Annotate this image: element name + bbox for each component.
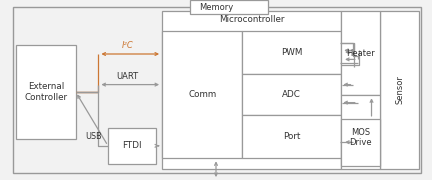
Bar bbox=[242, 115, 341, 158]
Bar bbox=[242, 74, 341, 115]
Bar bbox=[190, 0, 268, 14]
Text: Comm: Comm bbox=[188, 90, 216, 99]
Text: ADC: ADC bbox=[282, 90, 301, 99]
Text: Drive: Drive bbox=[349, 138, 372, 147]
Bar bbox=[162, 31, 242, 158]
Bar bbox=[242, 31, 341, 74]
Text: Memory: Memory bbox=[199, 3, 233, 12]
Text: Sensor: Sensor bbox=[395, 76, 404, 104]
Bar bbox=[341, 95, 380, 169]
Text: PWM: PWM bbox=[281, 48, 302, 57]
Bar bbox=[341, 119, 380, 166]
Bar bbox=[341, 11, 380, 95]
Bar bbox=[380, 11, 419, 169]
Text: UART: UART bbox=[116, 72, 139, 81]
Text: FTDI: FTDI bbox=[122, 141, 142, 150]
Bar bbox=[108, 128, 156, 164]
Text: Heater: Heater bbox=[346, 49, 375, 58]
Bar bbox=[16, 45, 76, 139]
Text: External
Controller: External Controller bbox=[25, 82, 67, 102]
Text: Port: Port bbox=[283, 132, 300, 141]
Text: Microcontroller: Microcontroller bbox=[219, 15, 285, 24]
Text: USB: USB bbox=[85, 132, 102, 141]
Text: MOS: MOS bbox=[351, 128, 370, 137]
Text: I²C: I²C bbox=[121, 41, 133, 50]
Bar bbox=[162, 11, 341, 169]
